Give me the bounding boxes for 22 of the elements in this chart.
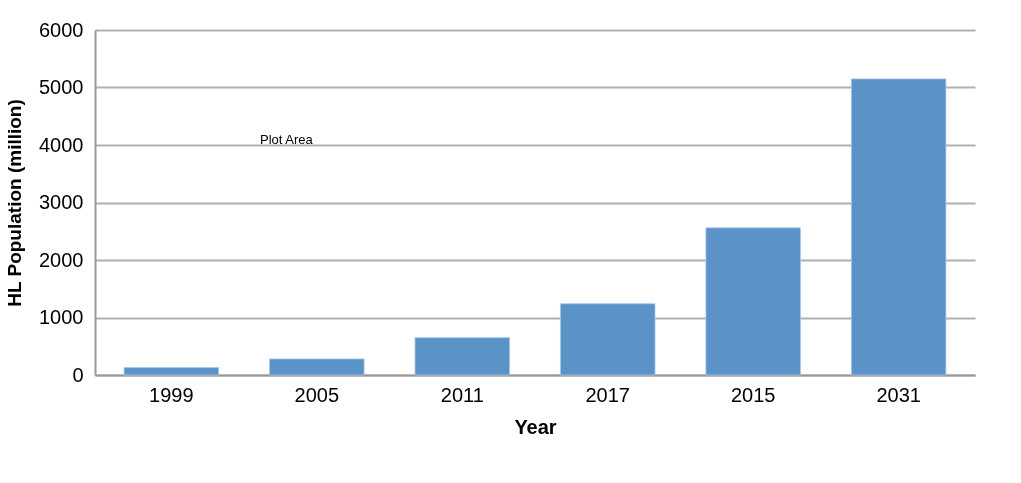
x-tick-label: 2011 xyxy=(440,383,484,406)
bar xyxy=(705,227,801,376)
y-tick-label: 2000 xyxy=(39,248,84,271)
y-axis-title: HL Population (million) xyxy=(4,99,26,307)
y-tick-label: 6000 xyxy=(39,18,84,41)
x-tick-label: 2031 xyxy=(876,383,921,406)
bar xyxy=(269,358,365,376)
y-tick-label: 3000 xyxy=(39,191,84,213)
y-tick-label: 0 xyxy=(72,363,84,386)
bar xyxy=(123,367,220,376)
bar xyxy=(560,303,656,376)
x-tick-label: 1999 xyxy=(149,383,194,406)
annotation: Plot Area xyxy=(260,132,314,147)
y-tick-label: 4000 xyxy=(39,133,84,156)
y-tick-label: 1000 xyxy=(39,306,84,328)
y-tick-label: 5000 xyxy=(39,76,84,98)
x-tick-label: 2005 xyxy=(294,383,340,406)
x-axis-title: Year xyxy=(514,415,557,438)
x-tick-label: 2015 xyxy=(730,383,776,406)
bar xyxy=(850,78,947,376)
bar xyxy=(414,337,510,376)
x-tick-label: 2017 xyxy=(585,383,630,406)
